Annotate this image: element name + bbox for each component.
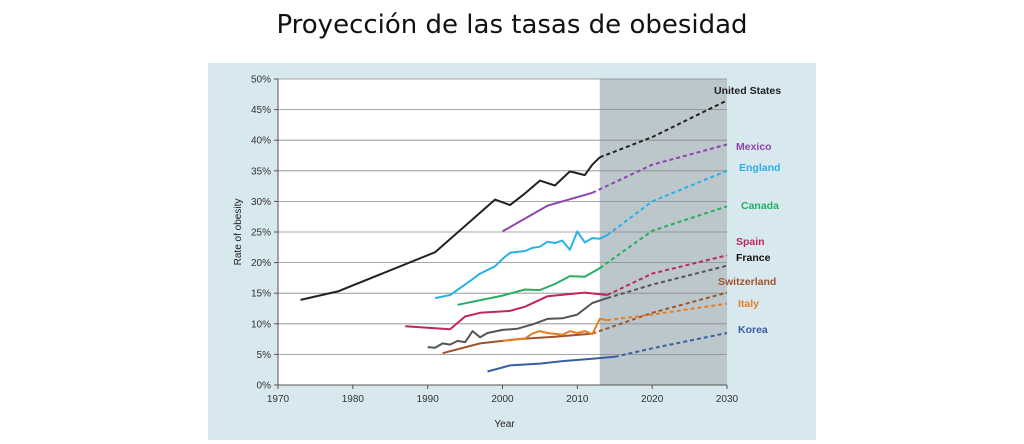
series-line-italy <box>502 317 608 342</box>
y-tick-label: 45% <box>251 105 271 116</box>
series-projection-korea <box>614 332 728 358</box>
series-line-united-states <box>300 156 601 301</box>
series-projection-switzerland <box>591 291 728 335</box>
y-tick-label: 15% <box>251 289 271 300</box>
series-line-france <box>427 297 608 349</box>
series-projection-united-states <box>599 99 728 159</box>
series-projection-spain <box>606 254 728 296</box>
chart-frame: 0% 5% 10% 15% 20% 25% 30% 35% 40% 45% 50% 1970 1980 1… <box>208 63 816 440</box>
series-label-switzerland: Switzerland <box>718 276 776 288</box>
x-tick-label: 2000 <box>491 394 514 405</box>
series-label-korea: Korea <box>738 324 768 336</box>
series-projection-france <box>607 264 728 300</box>
page-title: Proyección de las tasas de obesidad <box>276 10 748 40</box>
y-tick-label: 10% <box>251 319 271 330</box>
x-axis-title: Year <box>494 419 515 430</box>
y-tick-label: 0% <box>257 381 272 392</box>
x-tick-label: 1980 <box>342 394 365 405</box>
y-axis-title: Rate of obesity <box>233 199 244 266</box>
y-tick-label: 35% <box>251 166 271 177</box>
series-projection-italy <box>607 302 728 322</box>
series-projection-mexico <box>591 143 728 194</box>
y-tick-label: 50% <box>251 75 271 86</box>
series-label-united-states: United States <box>714 85 781 97</box>
y-tick-label: 20% <box>251 258 271 269</box>
x-tick-label: 1970 <box>267 394 290 405</box>
series-line-spain <box>405 291 608 331</box>
series-label-france: France <box>736 252 771 264</box>
x-tick-label: 1990 <box>417 394 440 405</box>
series-label-england: England <box>739 162 780 174</box>
y-tick-label: 25% <box>251 228 271 239</box>
series-label-italy: Italy <box>738 298 759 310</box>
series-line-korea <box>487 355 615 373</box>
series-label-mexico: Mexico <box>736 141 772 153</box>
series-label-canada: Canada <box>741 200 779 212</box>
y-tick-label: 5% <box>257 350 272 361</box>
obesity-projection-chart: 0% 5% 10% 15% 20% 25% 30% 35% 40% 45% 50% 1970 1980 1… <box>233 75 781 431</box>
series-projection-england <box>606 169 728 236</box>
y-tick-label: 40% <box>251 136 271 147</box>
series-label-spain: Spain <box>736 236 765 248</box>
y-tick-label: 30% <box>251 197 271 208</box>
series-projection-canada <box>599 205 728 269</box>
x-tick-label: 2010 <box>566 394 589 405</box>
series-line-canada <box>457 267 601 306</box>
x-tick-label: 2030 <box>716 394 739 405</box>
series-line-england <box>434 230 608 300</box>
series-line-mexico <box>502 191 593 233</box>
x-tick-label: 2020 <box>641 394 664 405</box>
